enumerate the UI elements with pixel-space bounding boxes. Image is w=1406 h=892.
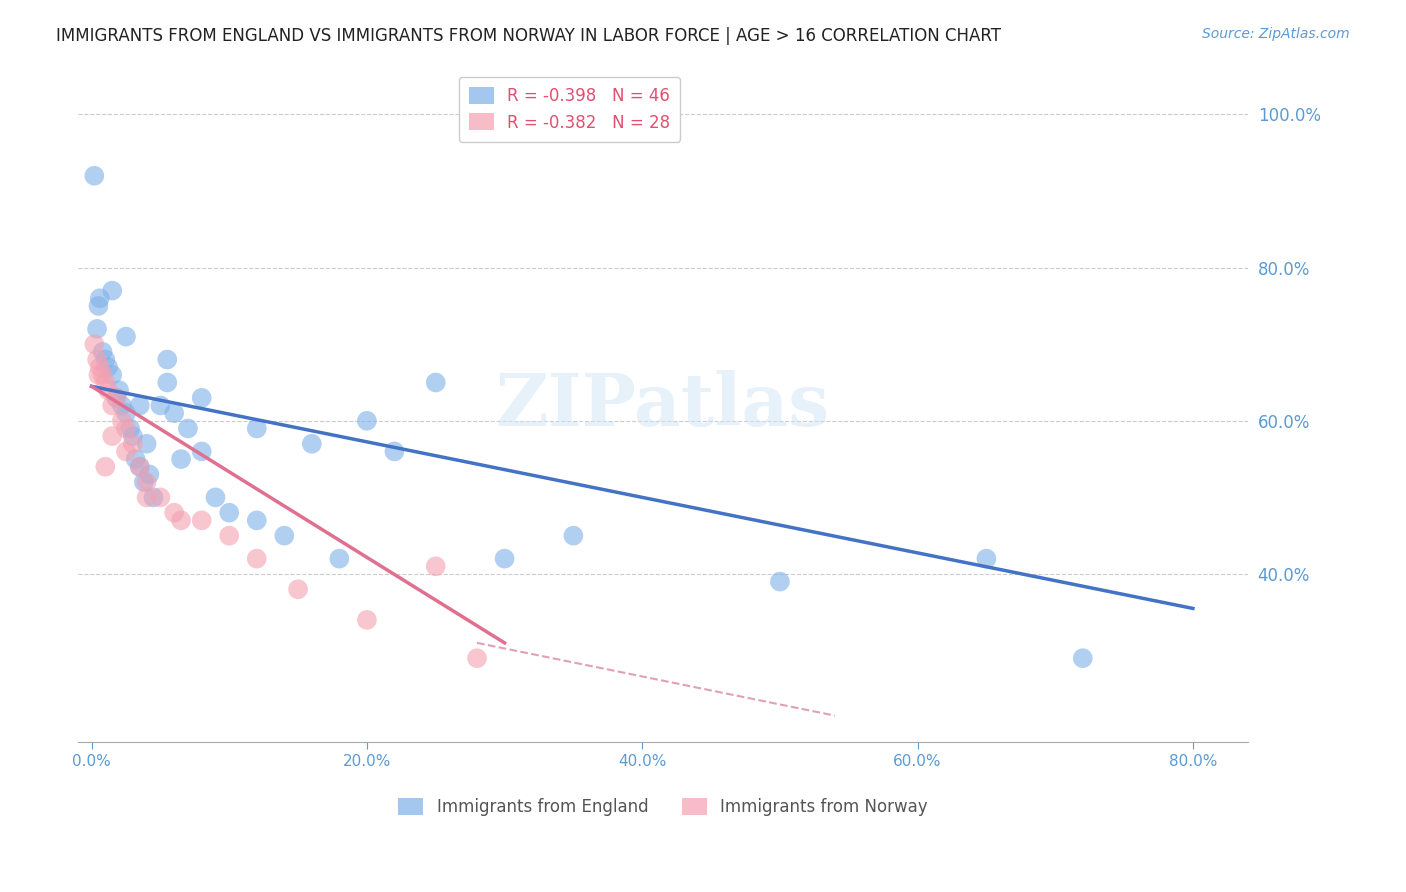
Point: [89, 291, 111, 305]
Point: [190, 444, 212, 458]
Point: [83, 337, 105, 351]
Point: [425, 559, 447, 574]
Point: [94, 376, 117, 390]
Point: [101, 429, 124, 443]
Point: [108, 383, 131, 397]
Point: [83, 169, 105, 183]
Point: [328, 551, 350, 566]
Text: IMMIGRANTS FROM ENGLAND VS IMMIGRANTS FROM NORWAY IN LABOR FORCE | AGE > 16 CORR: IMMIGRANTS FROM ENGLAND VS IMMIGRANTS FR…: [56, 27, 1001, 45]
Point: [87, 368, 110, 382]
Point: [132, 475, 155, 489]
Point: [128, 399, 150, 413]
Point: [204, 491, 226, 505]
Point: [97, 383, 120, 397]
Point: [149, 399, 172, 413]
Point: [94, 352, 117, 367]
Point: [190, 391, 212, 405]
Point: [156, 376, 179, 390]
Point: [170, 513, 193, 527]
Point: [142, 491, 165, 505]
Text: ZIPatlas: ZIPatlas: [496, 370, 830, 441]
Point: [138, 467, 160, 482]
Point: [218, 529, 240, 543]
Point: [246, 551, 269, 566]
Point: [121, 429, 143, 443]
Point: [149, 491, 172, 505]
Point: [246, 513, 269, 527]
Point: [170, 452, 193, 467]
Point: [94, 459, 117, 474]
Point: [89, 360, 111, 375]
Point: [425, 376, 447, 390]
Point: [465, 651, 488, 665]
Point: [246, 421, 269, 435]
Legend: Immigrants from England, Immigrants from Norway: Immigrants from England, Immigrants from…: [392, 791, 934, 822]
Point: [120, 421, 142, 435]
Point: [115, 406, 138, 420]
Point: [101, 284, 124, 298]
Point: [1071, 651, 1094, 665]
Point: [356, 613, 378, 627]
Point: [121, 436, 143, 450]
Point: [91, 344, 114, 359]
Point: [163, 506, 186, 520]
Point: [163, 406, 186, 420]
Point: [273, 529, 295, 543]
Point: [356, 414, 378, 428]
Point: [135, 491, 157, 505]
Point: [86, 352, 108, 367]
Point: [111, 414, 134, 428]
Point: [190, 513, 212, 527]
Point: [135, 436, 157, 450]
Point: [177, 421, 200, 435]
Point: [156, 352, 179, 367]
Point: [384, 444, 406, 458]
Point: [124, 452, 146, 467]
Point: [128, 459, 150, 474]
Point: [494, 551, 516, 566]
Point: [86, 322, 108, 336]
Point: [769, 574, 792, 589]
Text: Source: ZipAtlas.com: Source: ZipAtlas.com: [1202, 27, 1350, 41]
Point: [97, 360, 120, 375]
Point: [135, 475, 157, 489]
Point: [105, 391, 128, 405]
Point: [287, 582, 309, 597]
Point: [128, 459, 150, 474]
Point: [87, 299, 110, 313]
Point: [91, 368, 114, 382]
Point: [115, 444, 138, 458]
Point: [115, 421, 138, 435]
Point: [101, 399, 124, 413]
Point: [111, 399, 134, 413]
Point: [115, 329, 138, 343]
Point: [218, 506, 240, 520]
Point: [101, 368, 124, 382]
Point: [562, 529, 585, 543]
Point: [976, 551, 998, 566]
Point: [301, 436, 323, 450]
Point: [105, 391, 128, 405]
